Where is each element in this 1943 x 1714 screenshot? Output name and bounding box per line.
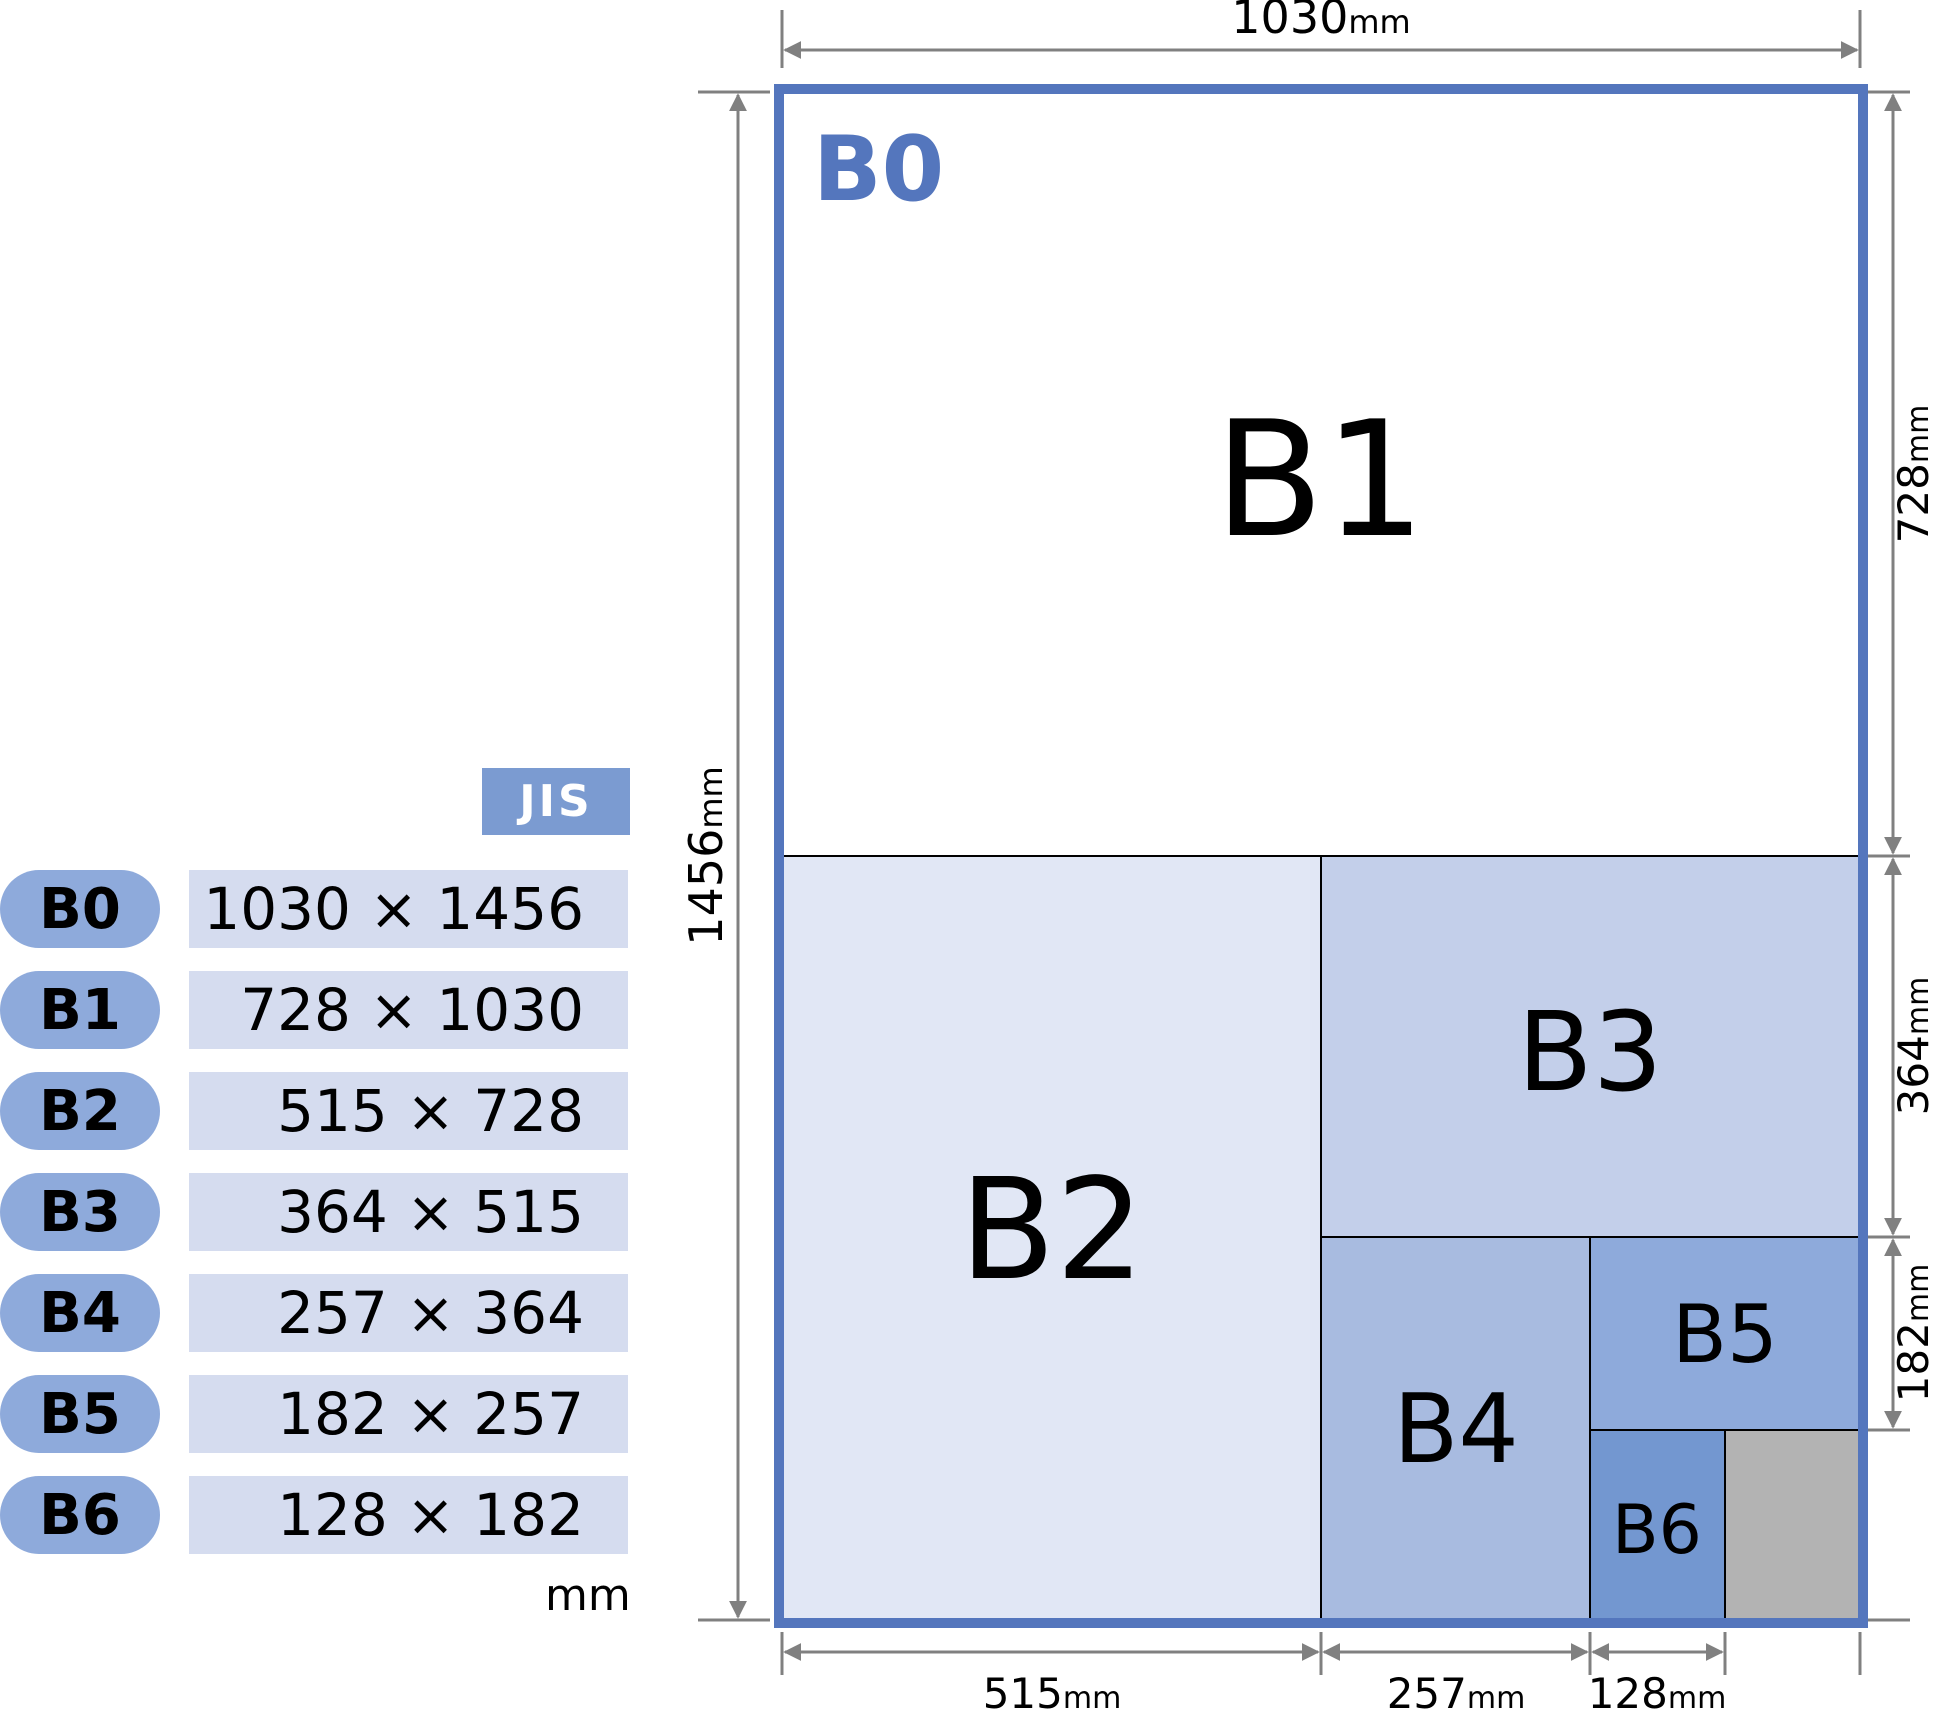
height-dimension: 1456mm [679, 766, 733, 945]
b3-label: B3 [1517, 988, 1662, 1116]
dim-728: 728mm [1889, 405, 1938, 544]
b1-label: B1 [1214, 386, 1426, 573]
b5-label: B5 [1672, 1288, 1778, 1381]
b6-label: B6 [1612, 1491, 1702, 1570]
extension-lines [698, 10, 1910, 1675]
b2-area [781, 855, 1322, 1621]
b4-area [1320, 1236, 1591, 1621]
b0-outline [774, 84, 1868, 1628]
width-dimension: 1030mm [1231, 0, 1410, 44]
dim-364: 364mm [1889, 977, 1938, 1116]
b4-label: B4 [1393, 1375, 1519, 1485]
remainder-area [1724, 1429, 1861, 1621]
dim-182: 182mm [1889, 1264, 1938, 1403]
b3-area [1320, 855, 1861, 1238]
dim-128: 128mm [1588, 1669, 1727, 1714]
dim-515: 515mm [983, 1669, 1122, 1714]
b5-area [1589, 1236, 1861, 1431]
dim-257: 257mm [1387, 1669, 1526, 1714]
b6-area [1589, 1429, 1726, 1621]
b1-area [781, 91, 1861, 857]
b0-label: B0 [813, 117, 944, 222]
b2-label: B2 [959, 1149, 1144, 1312]
